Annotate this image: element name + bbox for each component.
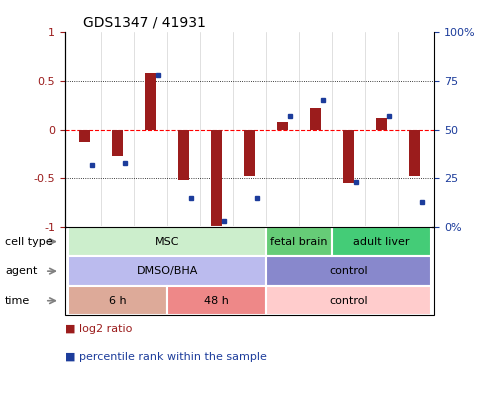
Text: time: time (5, 296, 30, 306)
Bar (112, 130, 123, 156)
Text: control: control (329, 266, 368, 276)
Bar (277, 122, 288, 130)
Text: 48 h: 48 h (204, 296, 229, 306)
Text: agent: agent (5, 266, 37, 276)
Bar (310, 108, 321, 130)
Text: DMSO/BHA: DMSO/BHA (136, 266, 198, 276)
Bar (211, 130, 222, 227)
Text: ■ log2 ratio: ■ log2 ratio (65, 324, 132, 334)
Text: MSC: MSC (155, 237, 179, 247)
Bar (244, 130, 255, 176)
Text: adult liver: adult liver (353, 237, 410, 247)
Text: cell type: cell type (5, 237, 52, 247)
Bar (343, 130, 354, 183)
Bar (409, 130, 420, 176)
Bar (79, 130, 90, 142)
Bar (178, 130, 189, 180)
Text: fetal brain: fetal brain (270, 237, 328, 247)
Text: 6 h: 6 h (109, 296, 126, 306)
Text: GDS1347 / 41931: GDS1347 / 41931 (83, 16, 206, 30)
Text: control: control (329, 296, 368, 306)
Bar (376, 118, 387, 130)
Bar (145, 73, 156, 130)
Text: ■ percentile rank within the sample: ■ percentile rank within the sample (65, 352, 267, 362)
